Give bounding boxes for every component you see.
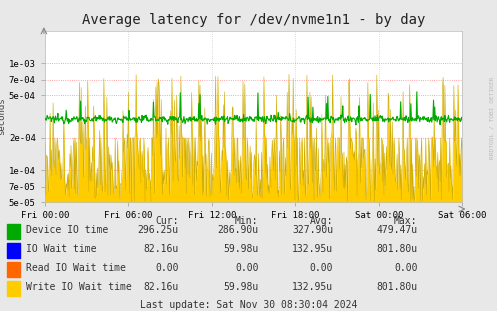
Text: 59.98u: 59.98u (223, 282, 258, 292)
Text: Write IO Wait time: Write IO Wait time (26, 282, 132, 292)
Text: 0.00: 0.00 (310, 263, 333, 273)
Text: Min:: Min: (235, 216, 258, 226)
Text: 801.80u: 801.80u (376, 244, 417, 253)
Text: 132.95u: 132.95u (292, 244, 333, 253)
Text: Last update: Sat Nov 30 08:30:04 2024: Last update: Sat Nov 30 08:30:04 2024 (140, 300, 357, 310)
Text: Avg:: Avg: (310, 216, 333, 226)
Bar (7, 243, 20, 258)
Text: 296.25u: 296.25u (138, 225, 179, 234)
Text: Read IO Wait time: Read IO Wait time (26, 263, 126, 273)
Bar (7, 262, 20, 277)
Text: 0.00: 0.00 (394, 263, 417, 273)
Text: Cur:: Cur: (156, 216, 179, 226)
Bar (7, 224, 20, 239)
Text: 327.90u: 327.90u (292, 225, 333, 234)
Bar (7, 281, 20, 296)
Text: RRDTOOL / TOBI OETIKER: RRDTOOL / TOBI OETIKER (490, 77, 495, 160)
Text: 59.98u: 59.98u (223, 244, 258, 253)
Y-axis label: seconds: seconds (0, 98, 6, 135)
Text: Device IO time: Device IO time (26, 225, 108, 234)
Text: 82.16u: 82.16u (144, 244, 179, 253)
Text: 132.95u: 132.95u (292, 282, 333, 292)
Text: 0.00: 0.00 (235, 263, 258, 273)
Text: IO Wait time: IO Wait time (26, 244, 97, 253)
Text: 82.16u: 82.16u (144, 282, 179, 292)
Text: Max:: Max: (394, 216, 417, 226)
Text: 286.90u: 286.90u (217, 225, 258, 234)
Title: Average latency for /dev/nvme1n1 - by day: Average latency for /dev/nvme1n1 - by da… (82, 13, 425, 27)
Text: 801.80u: 801.80u (376, 282, 417, 292)
Text: 0.00: 0.00 (156, 263, 179, 273)
Text: 479.47u: 479.47u (376, 225, 417, 234)
